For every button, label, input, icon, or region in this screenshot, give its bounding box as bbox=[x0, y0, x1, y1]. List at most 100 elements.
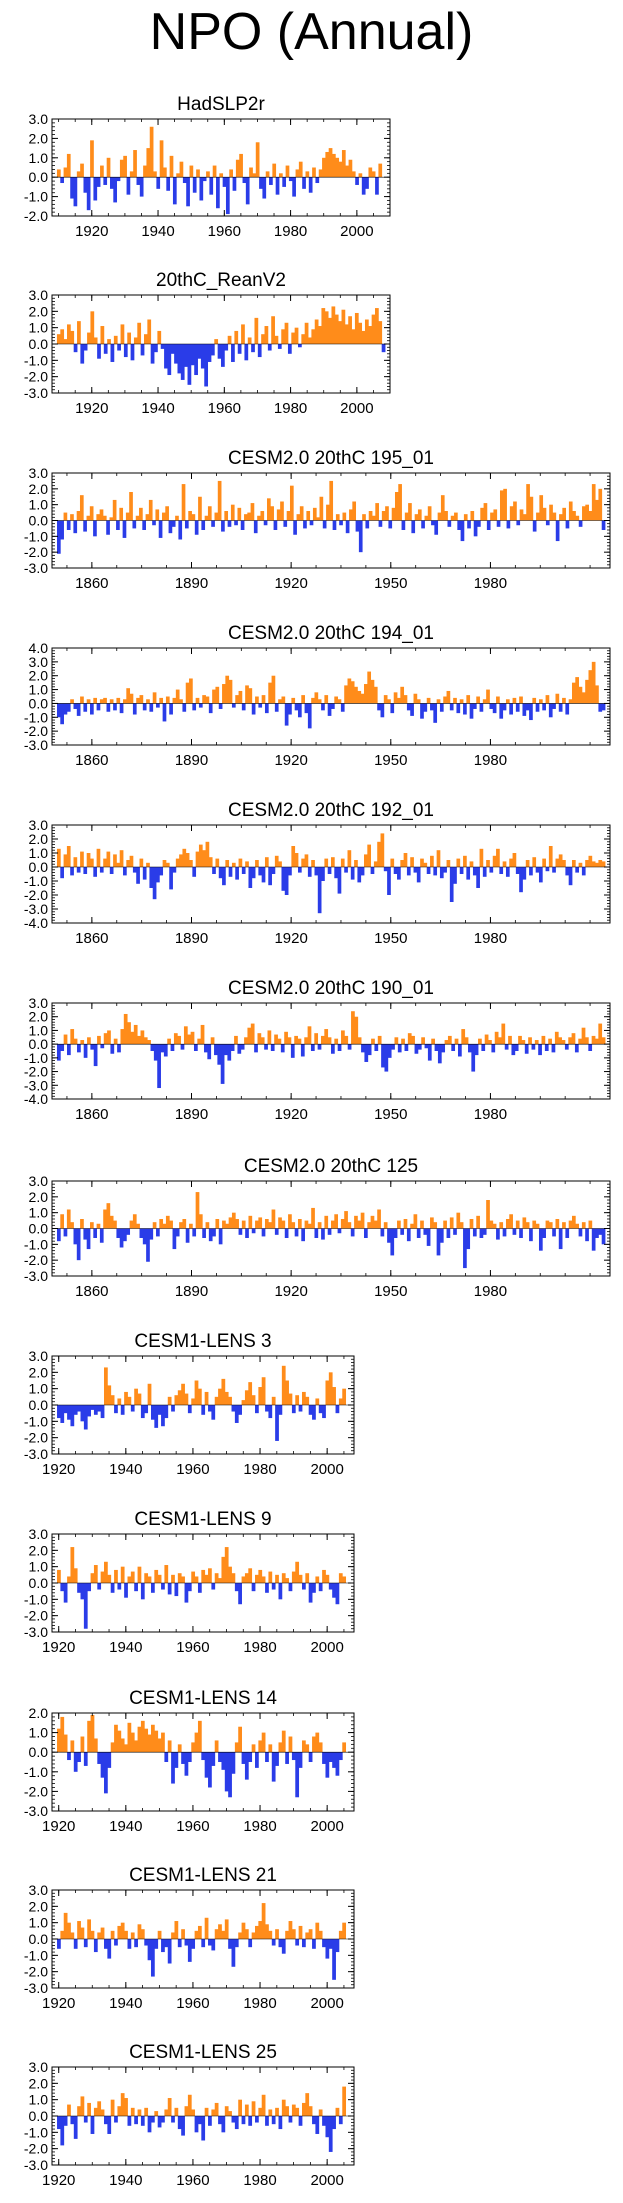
data-bar bbox=[337, 1044, 342, 1051]
data-bar bbox=[248, 1752, 253, 1762]
x-tick-label: 1890 bbox=[175, 930, 208, 947]
data-bar bbox=[578, 1228, 583, 1237]
data-bar bbox=[144, 1405, 149, 1414]
data-bar bbox=[208, 703, 213, 714]
data-bar bbox=[87, 2102, 91, 2116]
data-bar bbox=[60, 520, 64, 540]
data-bar bbox=[144, 334, 148, 344]
data-bar bbox=[595, 499, 599, 521]
data-bar bbox=[433, 1222, 438, 1229]
data-bar bbox=[591, 861, 596, 867]
data-bar bbox=[377, 703, 381, 711]
data-bar bbox=[235, 695, 239, 704]
data-bar bbox=[205, 696, 210, 704]
data-bar bbox=[307, 1223, 312, 1229]
series-area bbox=[57, 480, 606, 554]
data-bar bbox=[378, 520, 383, 527]
data-bar bbox=[166, 177, 171, 191]
data-bar bbox=[327, 703, 332, 716]
data-bar bbox=[416, 699, 421, 704]
data-bar bbox=[291, 332, 296, 344]
data-bar bbox=[188, 511, 192, 521]
data-bar bbox=[332, 520, 337, 530]
data-bar bbox=[244, 1390, 249, 1405]
data-bar bbox=[224, 511, 229, 521]
data-bar bbox=[578, 520, 583, 527]
data-bar bbox=[83, 1752, 88, 1766]
data-bar bbox=[287, 1037, 292, 1045]
data-bar bbox=[96, 1223, 101, 1229]
data-bar bbox=[532, 857, 537, 867]
data-bar bbox=[190, 344, 195, 366]
data-bar bbox=[132, 867, 137, 873]
data-bar bbox=[169, 867, 173, 890]
data-bar bbox=[320, 1035, 325, 1045]
data-bar bbox=[454, 512, 458, 521]
data-bar bbox=[170, 344, 175, 354]
x-axis: 1860 1890 1920 1950 1980 bbox=[66, 648, 591, 769]
data-bar bbox=[261, 695, 266, 704]
data-bar bbox=[179, 854, 183, 867]
data-bar bbox=[502, 703, 507, 711]
data-bar bbox=[57, 520, 61, 554]
data-bar bbox=[341, 1030, 345, 1045]
data-bar bbox=[97, 1583, 102, 1590]
data-bar bbox=[142, 867, 147, 880]
data-bar bbox=[60, 329, 65, 344]
data-bar bbox=[162, 860, 167, 867]
data-bar bbox=[194, 1380, 199, 1405]
data-bar bbox=[125, 512, 130, 521]
data-bar bbox=[288, 1921, 293, 1939]
data-bar bbox=[257, 515, 261, 521]
data-bar bbox=[397, 1044, 402, 1053]
data-bar bbox=[476, 696, 480, 704]
data-bar bbox=[322, 1569, 326, 1583]
data-bar bbox=[80, 2096, 85, 2116]
data-bar bbox=[161, 1583, 165, 1590]
data-bar bbox=[314, 319, 319, 344]
data-bar bbox=[177, 1744, 182, 1753]
data-bar bbox=[464, 1037, 469, 1045]
data-bar bbox=[370, 679, 375, 704]
data-bar bbox=[241, 1752, 246, 1764]
data-bar bbox=[224, 2106, 229, 2116]
data-bar bbox=[459, 699, 464, 704]
data-bar bbox=[268, 1405, 273, 1419]
y-tick-label: -1.0 bbox=[24, 1236, 48, 1252]
data-bar bbox=[215, 1219, 220, 1229]
data-bar bbox=[295, 1395, 300, 1405]
data-bar bbox=[571, 1033, 576, 1045]
data-bar bbox=[420, 703, 424, 719]
data-bar bbox=[110, 1930, 115, 1939]
data-bar bbox=[184, 2106, 189, 2116]
data-bar bbox=[347, 850, 352, 867]
y-tick-label: 0.0 bbox=[29, 513, 49, 529]
data-bar bbox=[86, 515, 91, 521]
data-bar bbox=[179, 161, 184, 178]
data-bar bbox=[174, 1752, 179, 1768]
data-bar bbox=[142, 1228, 147, 1245]
data-bar bbox=[401, 520, 406, 530]
data-bar bbox=[281, 2099, 286, 2116]
data-bar bbox=[220, 1044, 225, 1084]
data-bar bbox=[331, 1220, 335, 1229]
data-bar bbox=[334, 314, 339, 344]
data-bar bbox=[147, 1734, 152, 1753]
data-bar bbox=[177, 1939, 182, 1948]
data-bar bbox=[321, 308, 326, 344]
data-bar bbox=[119, 703, 124, 714]
data-bar bbox=[107, 1385, 112, 1405]
data-bar bbox=[167, 1740, 172, 1753]
data-bar bbox=[192, 867, 197, 877]
panel-title: CESM2.0 20thC 125 bbox=[244, 1156, 418, 1177]
data-bar bbox=[288, 2116, 293, 2123]
data-bar bbox=[184, 1939, 189, 1946]
data-bar bbox=[397, 697, 401, 704]
data-bar bbox=[308, 1752, 313, 1762]
data-bar bbox=[308, 1405, 313, 1415]
data-bar bbox=[79, 495, 84, 521]
data-bar bbox=[252, 173, 257, 178]
data-bar bbox=[137, 1924, 142, 1939]
data-bar bbox=[385, 506, 389, 521]
data-bar bbox=[107, 1939, 112, 1959]
